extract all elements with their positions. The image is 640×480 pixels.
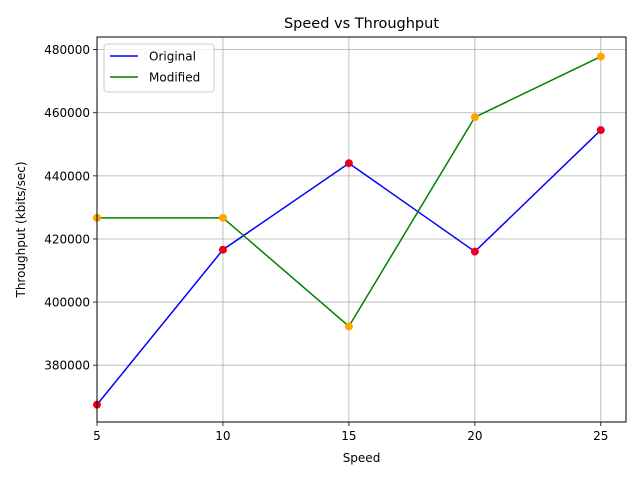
legend: Original Modified (103, 43, 215, 93)
data-point-modified (344, 322, 353, 331)
data-point-modified (596, 52, 605, 61)
legend-label-modified: Modified (149, 71, 200, 85)
x-tick-label: 15 (341, 429, 356, 443)
x-tick-label: 5 (93, 429, 101, 443)
y-axis-label: Throughput (kbits/sec) (14, 161, 28, 298)
y-tick-label: 440000 (44, 169, 90, 183)
grid (96, 37, 626, 422)
y-tick-label: 460000 (44, 106, 90, 120)
x-tick-label: 10 (215, 429, 230, 443)
plot-frame (96, 36, 627, 423)
data-point-original (596, 126, 605, 135)
y-tick-label: 400000 (44, 296, 90, 310)
data-point-original (470, 247, 479, 256)
legend-label-original: Original (149, 50, 196, 64)
x-tick-label: 25 (593, 429, 608, 443)
y-tick-label: 480000 (44, 43, 90, 57)
x-axis-label: Speed (343, 451, 381, 465)
data-point-modified (470, 113, 479, 122)
x-axis-ticks: 5 10 15 20 25 (93, 422, 608, 443)
y-axis-ticks: 380000 400000 420000 440000 460000 480000 (44, 43, 97, 373)
y-tick-label: 380000 (44, 359, 90, 373)
x-tick-label: 20 (467, 429, 482, 443)
data-point-original (344, 159, 353, 168)
data-point-original (218, 245, 227, 254)
data-point-modified (218, 213, 227, 222)
y-tick-label: 420000 (44, 232, 90, 246)
chart-title: Speed vs Throughput (284, 16, 439, 32)
